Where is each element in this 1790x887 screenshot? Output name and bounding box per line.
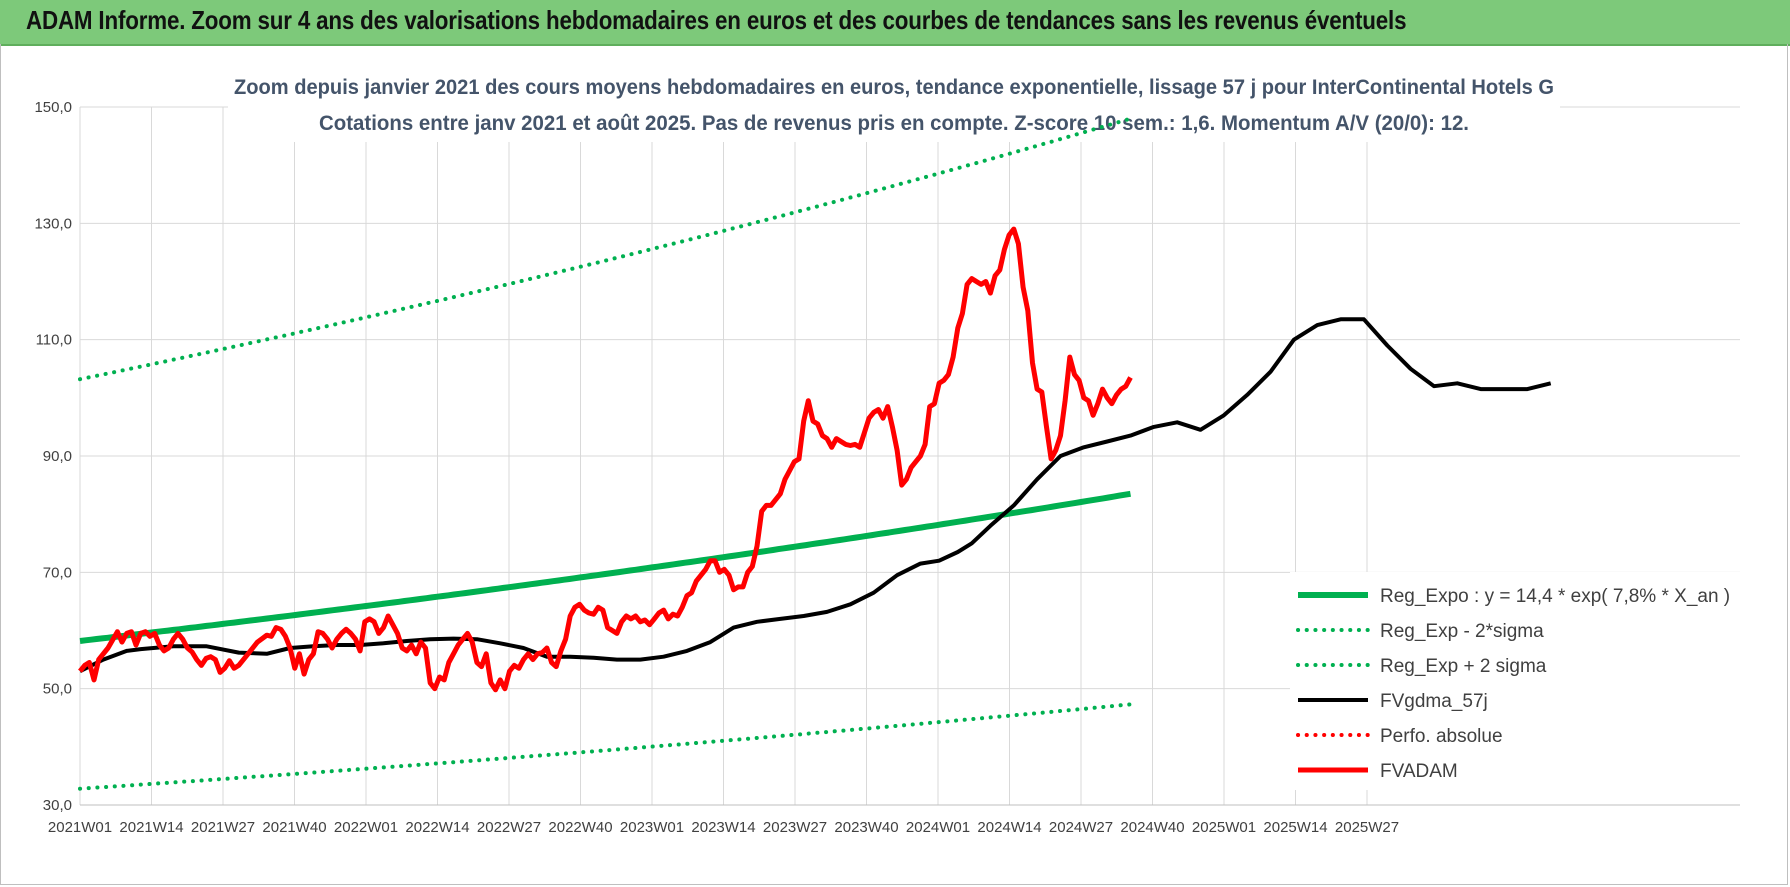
legend-label: Reg_Exp - 2*sigma xyxy=(1380,621,1544,642)
y-axis-ticks: 150,0 130,0 110,0 90,0 70,0 50,0 30,0 xyxy=(34,99,72,814)
reg-expo-line xyxy=(79,490,1131,644)
chart-series xyxy=(78,116,1552,791)
x-tick-label: 2024W40 xyxy=(1120,819,1184,836)
chart-frame xyxy=(0,44,1788,885)
legend-label: Reg_Exp + 2 sigma xyxy=(1380,656,1547,677)
chart-legend: Reg_Expo : y = 14,4 * exp( 7,8% * X_an )… xyxy=(1290,572,1740,790)
fvadam-line xyxy=(78,226,1133,693)
x-tick-label: 2023W40 xyxy=(834,819,898,836)
x-tick-label: 2024W14 xyxy=(977,819,1041,836)
y-tick-label: 30,0 xyxy=(43,797,72,814)
y-tick-label: 50,0 xyxy=(43,681,72,698)
x-tick-label: 2025W27 xyxy=(1335,819,1399,836)
x-tick-label: 2021W01 xyxy=(48,819,112,836)
legend-label: Reg_Expo : y = 14,4 * exp( 7,8% * X_an ) xyxy=(1380,586,1730,607)
x-tick-label: 2022W40 xyxy=(548,819,612,836)
x-tick-label: 2022W14 xyxy=(405,819,469,836)
x-tick-label: 2022W27 xyxy=(477,819,541,836)
x-tick-label: 2024W27 xyxy=(1049,819,1113,836)
x-tick-label: 2021W14 xyxy=(119,819,183,836)
x-tick-label: 2022W01 xyxy=(334,819,398,836)
x-tick-label: 2023W01 xyxy=(620,819,684,836)
fvgdma-57j-line xyxy=(79,317,1552,673)
header-banner: ADAM Informe. Zoom sur 4 ans des valoris… xyxy=(0,0,1790,46)
chart-subtitle-line2: Cotations entre janv 2021 et août 2025. … xyxy=(319,112,1469,135)
x-tick-label: 2021W27 xyxy=(191,819,255,836)
subtitle-background xyxy=(228,62,1560,142)
y-tick-label: 130,0 xyxy=(34,215,72,232)
legend-background xyxy=(1290,572,1740,790)
x-tick-label: 2025W14 xyxy=(1263,819,1327,836)
y-tick-label: 90,0 xyxy=(43,448,72,465)
y-tick-label: 110,0 xyxy=(36,332,72,349)
y-tick-label: 150,0 xyxy=(34,99,72,116)
x-tick-label: 2021W40 xyxy=(262,819,326,836)
x-tick-label: 2023W27 xyxy=(763,819,827,836)
chart-subtitle-line1: Zoom depuis janvier 2021 des cours moyen… xyxy=(234,76,1554,99)
reg-exp-minus-2sigma-line xyxy=(78,702,1133,791)
x-tick-label: 2025W01 xyxy=(1192,819,1256,836)
legend-label: FVADAM xyxy=(1380,761,1458,782)
x-tick-label: 2023W14 xyxy=(691,819,755,836)
reg-exp-plus-2sigma-line xyxy=(78,116,1133,382)
report-title: ADAM Informe. Zoom sur 4 ans des valoris… xyxy=(26,5,1407,35)
y-tick-label: 70,0 xyxy=(43,564,72,581)
grid-lines xyxy=(79,106,1740,806)
legend-label: FVgdma_57j xyxy=(1380,691,1488,712)
legend-label: Perfo. absolue xyxy=(1380,726,1503,747)
x-tick-label: 2024W01 xyxy=(906,819,970,836)
x-axis-ticks: 2021W01 2021W14 2021W27 2021W40 2022W01 2022W… xyxy=(48,819,1399,836)
